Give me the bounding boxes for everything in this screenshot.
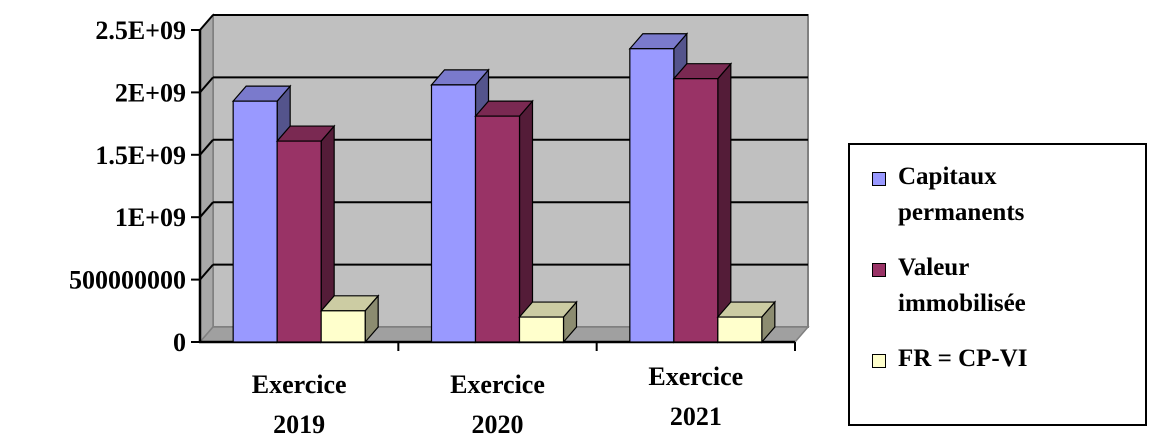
bar-2-2 <box>717 316 763 343</box>
legend-label-line: FR = CP-VI <box>898 345 1028 372</box>
bar-0-1 <box>276 140 322 343</box>
bar-1-1 <box>474 115 521 343</box>
x-category-label: 2020 <box>472 410 524 439</box>
legend: Capitaux permanents Valeur immobilisée F… <box>848 143 1147 426</box>
y-tick-label: 2E+09 <box>115 78 186 107</box>
x-category-label: Exercice <box>648 362 743 391</box>
bar-0-0 <box>232 100 278 343</box>
bars <box>231 32 777 344</box>
gridline-side <box>199 263 214 281</box>
gridline-side <box>199 76 214 94</box>
y-tick-label: 500000000 <box>69 266 186 295</box>
legend-swatch-fr-cp-vi <box>872 354 886 368</box>
legend-swatch-valeur-immobilisee <box>872 263 886 277</box>
gridline-side <box>199 14 214 31</box>
x-category-label: 2019 <box>273 410 325 439</box>
legend-label-line: permanents <box>898 199 1025 226</box>
bar-0-2 <box>320 310 366 343</box>
y-tick-label: 0 <box>173 328 186 357</box>
bar-2-1 <box>673 78 719 343</box>
legend-label-line: Valeur <box>898 254 970 281</box>
x-category-label: Exercice <box>450 370 545 399</box>
side-wall <box>199 12 214 345</box>
y-tick-label: 1E+09 <box>115 203 186 232</box>
bar-1-2 <box>518 316 565 343</box>
bar-side-2-1 <box>717 62 732 344</box>
gridline-side <box>199 139 214 156</box>
legend-label-line: immobilisée <box>898 290 1026 317</box>
x-category-label: Exercice <box>252 370 347 399</box>
y-tick-label: 2.5E+09 <box>95 16 186 45</box>
bar-2-0 <box>629 48 675 343</box>
gridline-side <box>199 201 214 218</box>
y-tick-label: 1.5E+09 <box>95 141 186 170</box>
x-category-label: 2021 <box>670 402 722 431</box>
bar-1-0 <box>430 84 477 343</box>
tick-labels: 0 500000000 1E+09 1.5E+09 2E+09 2.5E+09 Exerci… <box>69 16 743 439</box>
legend-swatch-capitaux-permanents <box>872 172 886 186</box>
legend-label-line: Capitaux <box>898 163 997 190</box>
